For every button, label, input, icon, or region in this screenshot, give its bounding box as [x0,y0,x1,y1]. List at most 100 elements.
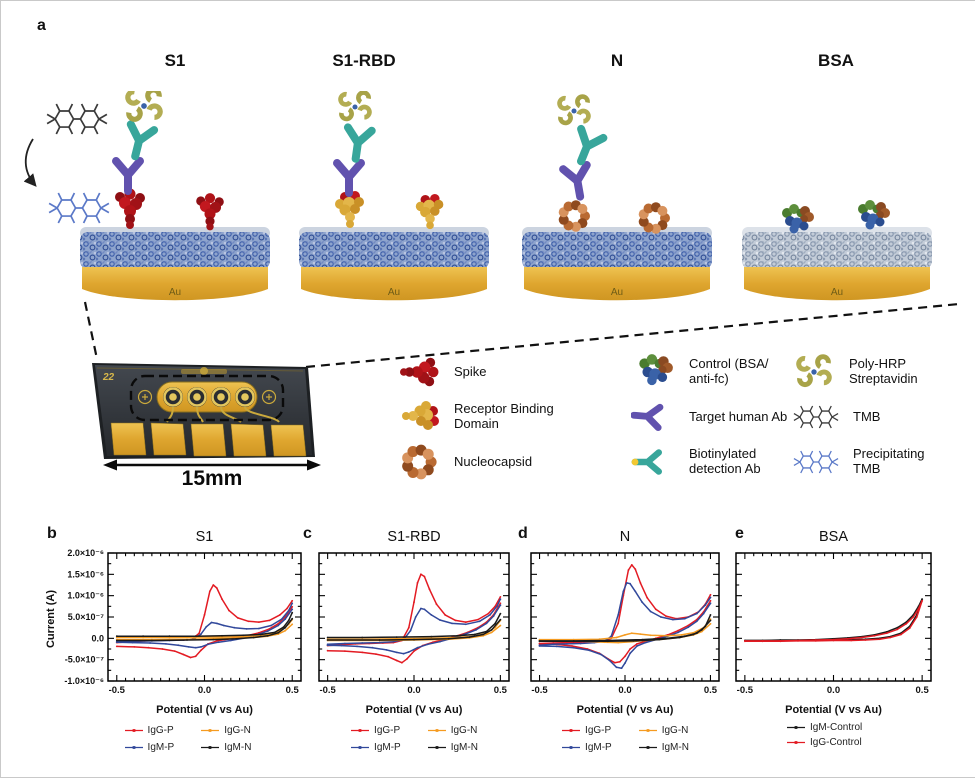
precipitating-tmb-icon [793,450,839,474]
contact-pads [110,422,307,457]
svg-text:0.5: 0.5 [916,685,930,696]
svg-text:0.0: 0.0 [91,633,104,643]
legend-item: IgG-P [124,722,175,738]
au-label: Au [831,287,843,298]
gold-electrode [524,267,710,301]
polymer-mesh [522,232,712,269]
target-human-ab-icon [337,163,361,193]
arrow-head-right [307,459,321,471]
x-axis-label: Potential (V vs Au) [365,704,463,716]
chart-title: N [619,529,631,545]
legend-item-control: Control (BSA/ anti-fc) [631,352,791,392]
chart-panel-s1: S1 -0.5 0.0 0.5 2.0×10⁻⁶ 1.5×10⁻⁶ 1.0×10⁻⁶ 5.0… [64,529,311,755]
legend-label: Target human Ab [689,408,788,424]
svg-text:5.0×10⁻⁷: 5.0×10⁻⁷ [68,612,105,622]
chip-photo: 22 [92,363,315,459]
nucleocapsid-icon [402,444,437,480]
legend-label: TMB [853,408,881,424]
svg-text:-0.5: -0.5 [109,685,126,696]
control-bsa-icon [639,354,673,386]
au-label: Au [611,287,623,298]
svg-text:-0.5: -0.5 [531,685,548,696]
svg-text:0.5: 0.5 [286,685,300,696]
cv-plot: -0.5 0.0 0.5 [523,547,727,703]
legend-item: IgG-N [638,722,689,738]
chart-title: S1-RBD [387,529,441,545]
svg-text:1.0×10⁻⁶: 1.0×10⁻⁶ [67,591,104,601]
legend-item-precip-tmb: Precipitating TMB [791,445,971,479]
legend-item-nucleocapsid: Nucleocapsid [396,442,631,482]
panel-c-label: c [303,525,312,542]
chart-legend: IgM-Control IgG-Control [786,722,939,748]
polymer-mesh [299,232,489,269]
electrode-label-bsa: BSA [818,51,854,70]
gold-electrode [744,267,930,301]
panel-a-label: a [37,17,46,34]
streptavidin-icon [558,95,590,125]
dashed-outline [129,374,285,422]
panel-e-label: e [735,525,744,542]
poly-hrp-streptavidin-icon [791,352,837,392]
au-label: Au [169,287,181,298]
electrode-schematic-n: Au [522,91,712,301]
legend-label: Biotinylated detection Ab [689,446,761,476]
arrow-head-left [103,459,117,471]
legend-label: Nucleocapsid [454,453,533,469]
scale-arrow [103,459,321,471]
legend-item-target-ab: Target human Ab [631,397,791,437]
svg-text:0.0: 0.0 [618,685,631,696]
svg-text:2.0×10⁻⁶: 2.0×10⁻⁶ [67,548,104,558]
schematic-legend: Spike Control (BSA/ anti-fc) Poly-HRP St… [396,351,971,483]
svg-text:0.0: 0.0 [827,685,840,696]
svg-text:-0.5: -0.5 [737,685,754,696]
dashed-line [83,301,99,360]
gold-electrode [82,267,268,301]
electrode-label-s1rbd: S1-RBD [332,51,396,70]
svg-text:0.5: 0.5 [704,685,718,696]
legend-label: Spike [454,363,487,379]
chip-number: 22 [102,372,115,383]
chart-panel-bsa: BSA -0.5 0.0 0.5 Potential (V vs Au) IgM-C… [728,529,939,748]
streptavidin-icon [339,91,371,121]
svg-text:0.5: 0.5 [494,685,508,696]
legend-label: Poly-HRP Streptavidin [849,356,918,386]
target-human-ab-icon [563,165,592,199]
electrode-label-n: N [610,51,624,70]
legend-label: Control (BSA/ anti-fc) [689,356,769,386]
x-axis-label: Potential (V vs Au) [576,704,674,716]
legend-item-spike: Spike [396,352,631,392]
gold-electrode [301,267,487,301]
svg-text:0.0: 0.0 [407,685,420,696]
polymer-mesh [742,232,932,269]
cv-plot: -0.5 0.0 0.5 [311,547,517,703]
svg-text:-5.0×10⁻⁷: -5.0×10⁻⁷ [65,655,105,665]
chart-panel-n: N -0.5 0.0 0.5 Potential (V vs Au) IgG-P Ig… [523,529,727,755]
target-human-ab-icon [631,397,677,437]
legend-item: IgM-N [427,739,478,755]
spike-icon [400,357,439,387]
legend-item: IgG-P [561,722,612,738]
rbd-icon [415,194,444,230]
legend-item: IgM-P [350,739,401,755]
receptor-binding-domain-icon [402,401,439,430]
electrode-schematic-s1: Au [80,91,270,301]
legend-label: Receptor Binding Domain [454,401,554,431]
chart-title: BSA [818,529,848,545]
chip-logo-mark [200,367,208,375]
svg-text:-0.5: -0.5 [319,685,336,696]
legend-item: IgM-P [124,739,174,755]
electrode-schematic-bsa: Au [742,200,932,301]
legend-item: IgM-N [638,739,689,755]
reference-marks [137,389,277,405]
legend-item: IgG-N [200,722,251,738]
chart-panel-s1rbd: S1-RBD -0.5 0.0 0.5 Potential (V vs Au) Ig… [311,529,517,755]
svg-text:-1.0×10⁻⁶: -1.0×10⁻⁶ [64,676,104,686]
legend-item-biotin-ab: Biotinylated detection Ab [631,442,791,482]
legend-label: Precipitating TMB [853,446,925,476]
spike-icon [115,188,145,229]
tmb-icon [793,405,839,429]
tmb-reaction-schematic [23,103,110,224]
streptavidin-icon [126,91,162,121]
polymer-mesh [80,232,270,269]
x-axis-label: Potential (V vs Au) [156,704,253,716]
